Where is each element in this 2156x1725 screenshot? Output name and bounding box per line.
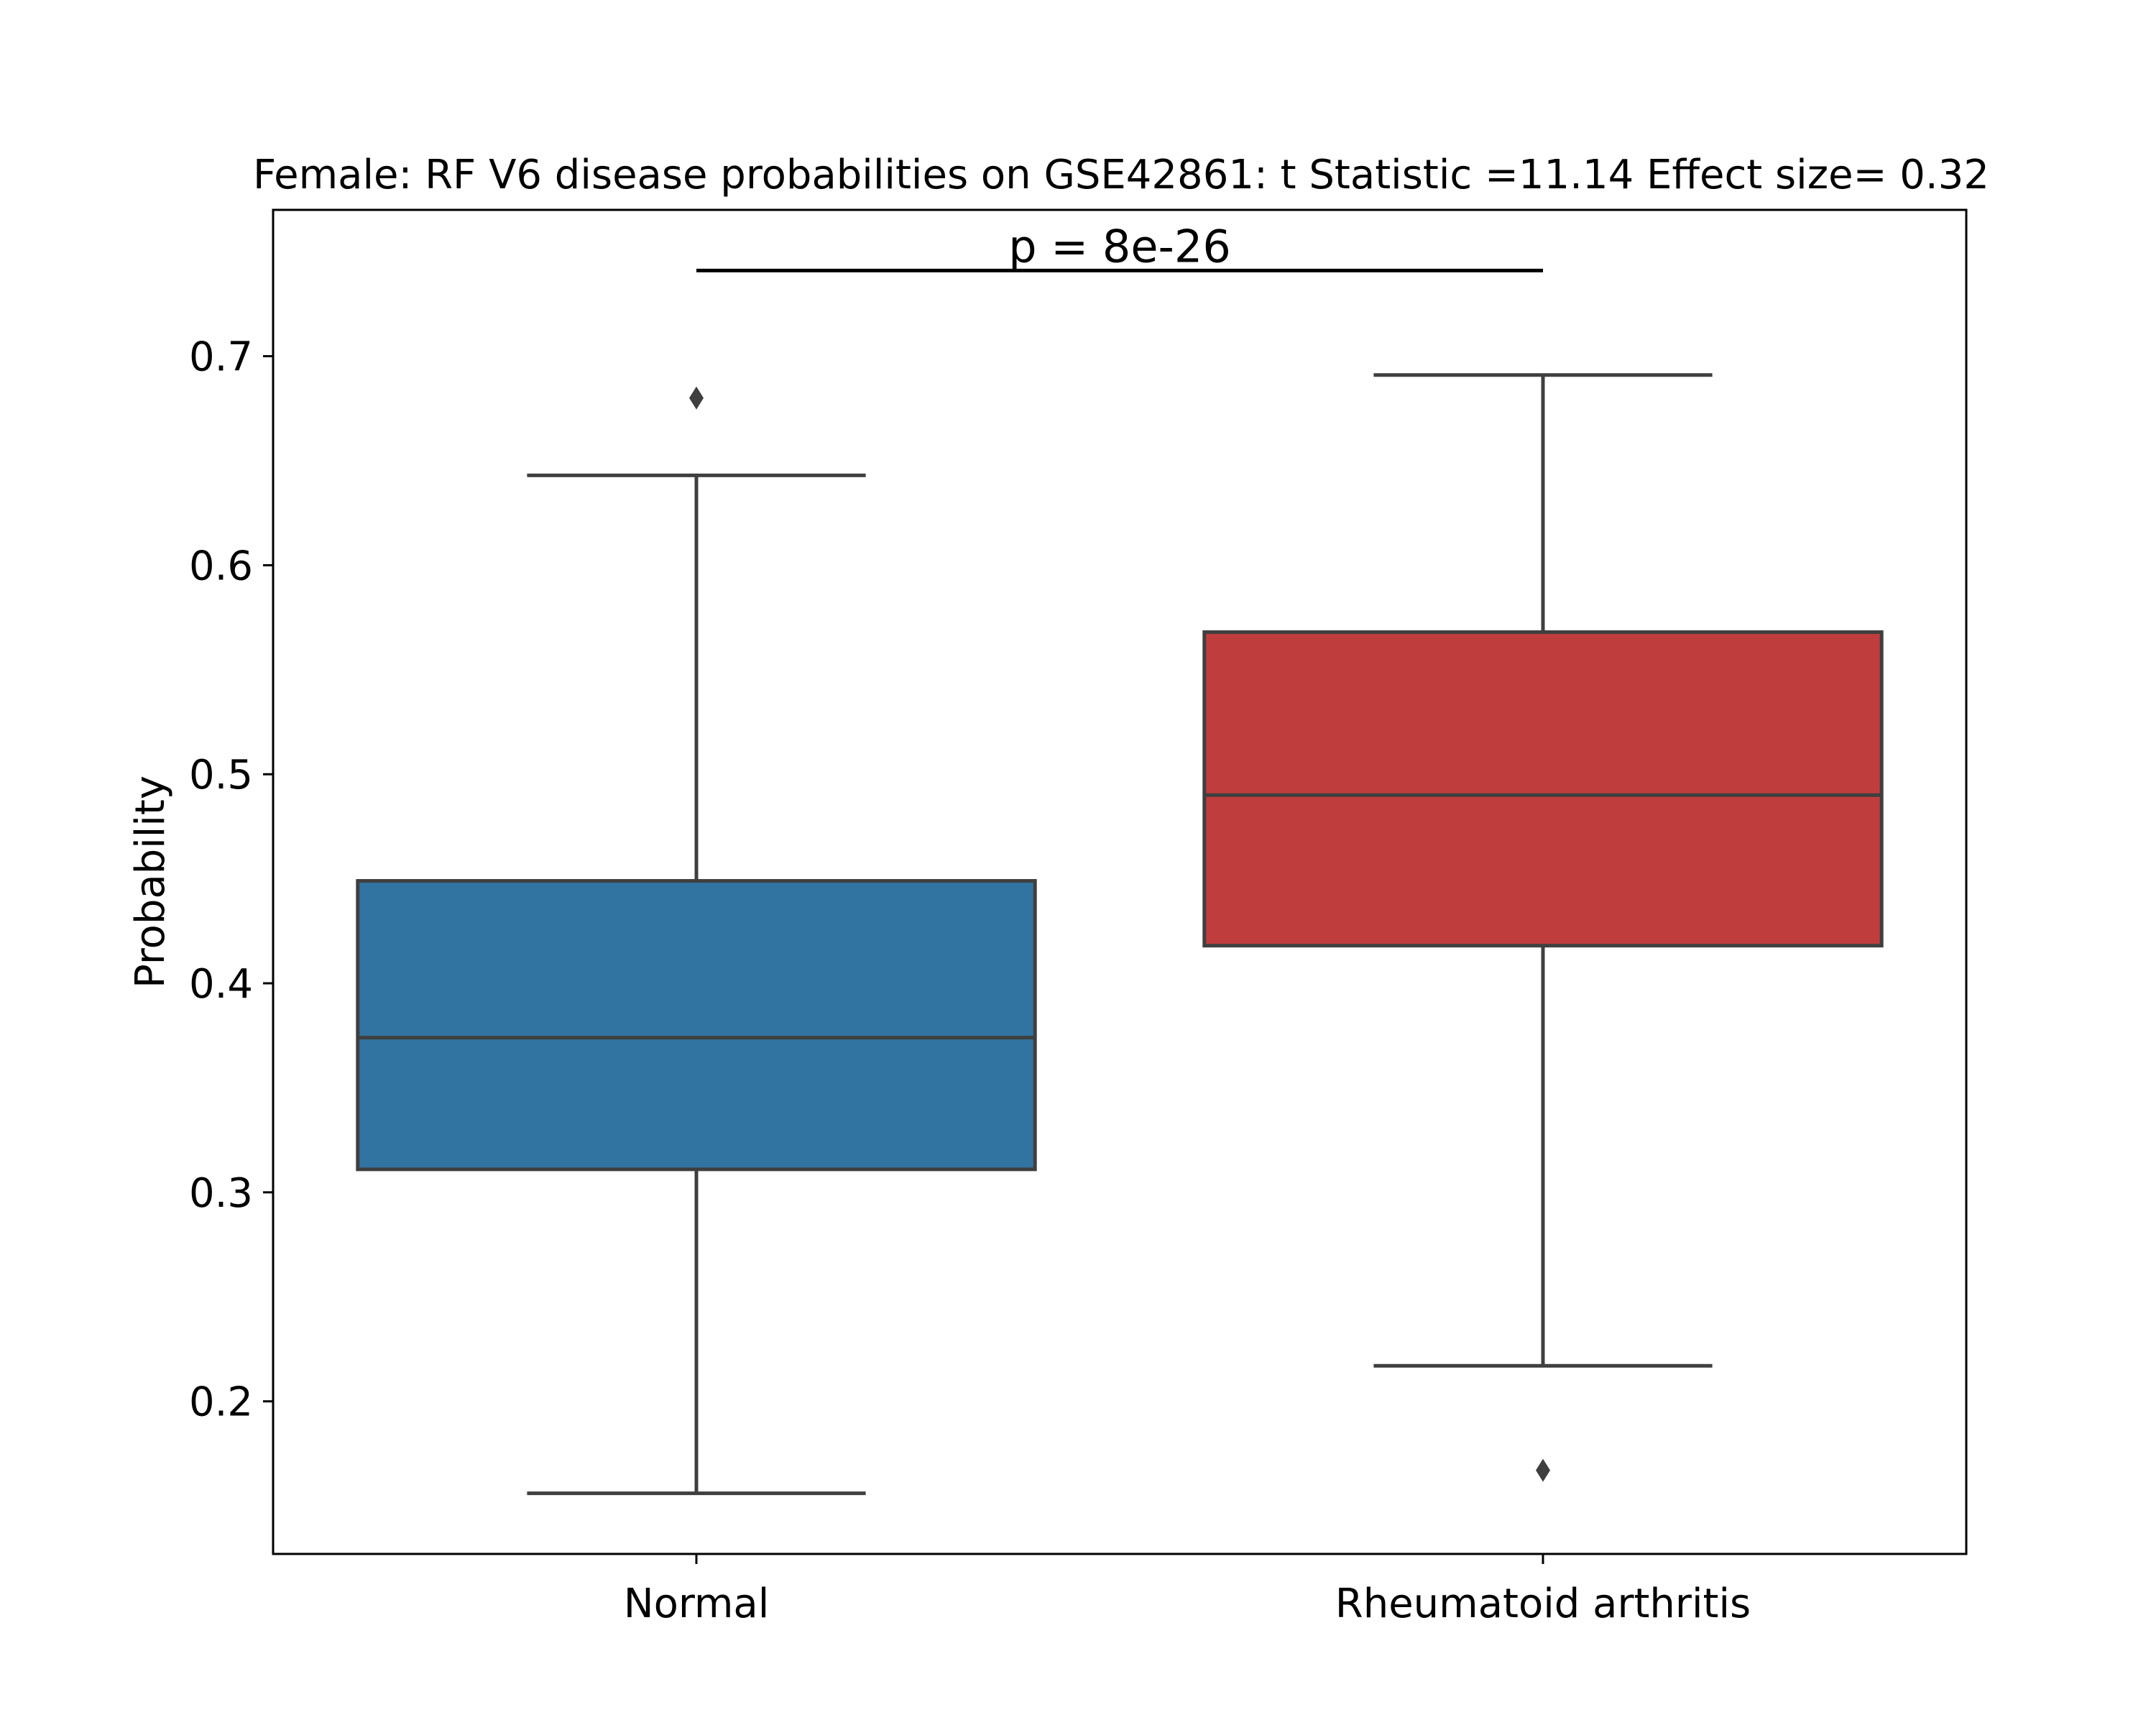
y-axis-label: Probability	[127, 776, 174, 988]
plot-area: p = 8e-26	[356, 220, 1884, 1496]
y-tick-label: 0.2	[189, 1379, 253, 1426]
box-rheumatoid-arthritis	[1202, 630, 1884, 948]
x-tick-label-normal: Normal	[624, 1581, 770, 1627]
axes: Normal Rheumatoid arthritis 0.2 0.3 0.4 0.5 0.…	[189, 334, 1751, 1627]
outlier-point-normal	[689, 386, 704, 410]
y-tick-label: 0.6	[189, 543, 253, 589]
box-group-rheumatoid-arthritis	[1202, 373, 1884, 1482]
p-value-annotation: p = 8e-26	[1008, 220, 1231, 272]
plot-frame	[272, 208, 1968, 1555]
box-normal	[356, 879, 1037, 1172]
chart-title: Female: RF V6 disease probabilities on G…	[253, 152, 1989, 198]
outlier-point-rheumatoid-arthritis	[1536, 1458, 1550, 1482]
y-tick-label: 0.7	[189, 334, 253, 381]
y-tick-label: 0.5	[189, 752, 253, 799]
y-tick-label: 0.3	[189, 1170, 253, 1217]
y-tick-label: 0.4	[189, 961, 253, 1008]
box-group-normal	[356, 386, 1037, 1496]
x-tick-label-rheumatoid-arthritis: Rheumatoid arthritis	[1335, 1581, 1751, 1627]
